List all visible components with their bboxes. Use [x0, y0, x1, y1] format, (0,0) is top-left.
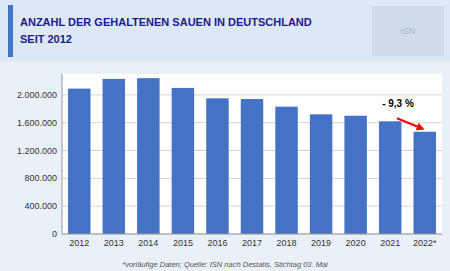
y-axis-line — [62, 74, 63, 234]
annotation-arrow — [397, 118, 423, 128]
bar — [379, 121, 401, 234]
subtitle: SEIT 2012 — [20, 33, 72, 45]
logo-box — [372, 6, 444, 56]
bar — [344, 116, 366, 234]
bar — [103, 79, 125, 234]
bar — [172, 88, 194, 234]
y-tick-label: 1.600.000 — [17, 118, 57, 128]
y-tick-label: 400.000 — [24, 201, 57, 211]
x-axis-line — [62, 234, 442, 235]
bars — [68, 78, 436, 234]
x-tick-label: 2017 — [242, 238, 262, 248]
plot-area — [62, 74, 442, 234]
x-tick-label: 2018 — [277, 238, 297, 248]
background — [0, 0, 450, 271]
chart: ANZAHL DER GEHALTENEN SAUEN IN DEUTSCHLA… — [0, 0, 450, 271]
x-tick-label: 2012 — [69, 238, 89, 248]
x-tick-label: 2021 — [380, 238, 400, 248]
bar — [68, 89, 90, 234]
x-tick-label: 2015 — [173, 238, 193, 248]
bar — [310, 114, 332, 234]
x-tick-label: 2013 — [104, 238, 124, 248]
bar — [206, 98, 228, 234]
bar — [137, 78, 159, 234]
footnote: *vorläufige Daten; Quelle: ISN nach Dest… — [122, 260, 328, 269]
y-tick-label: 800.000 — [24, 173, 57, 183]
x-tick-label: 2022* — [413, 238, 437, 248]
bar — [275, 107, 297, 234]
annotation: - 9,3 % — [382, 98, 414, 109]
x-tick-label: 2020 — [346, 238, 366, 248]
x-tick-label: 2016 — [207, 238, 227, 248]
title-accent — [8, 5, 13, 57]
x-tick-label: 2019 — [311, 238, 331, 248]
grid-line — [62, 234, 442, 235]
y-tick-label: 2.000.000 — [17, 90, 57, 100]
bar — [414, 132, 436, 234]
y-tick-label: 1.200.000 — [17, 146, 57, 156]
title-band — [0, 0, 450, 62]
title: ANZAHL DER GEHALTENEN SAUEN IN DEUTSCHLA… — [20, 16, 312, 28]
logo-text: ISN — [400, 26, 415, 36]
y-tick-label: 0 — [52, 229, 57, 239]
x-tick-label: 2014 — [138, 238, 158, 248]
bar — [241, 99, 263, 234]
